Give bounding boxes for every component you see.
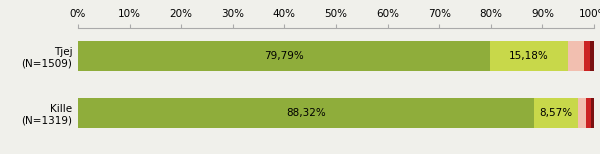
Bar [78,41,490,71]
Bar [578,98,586,128]
Bar [568,41,584,71]
Text: 88,32%: 88,32% [286,108,326,118]
Text: 15,18%: 15,18% [509,51,549,61]
Bar [590,41,594,71]
Bar [78,98,534,128]
Bar [584,41,590,71]
Text: 8,57%: 8,57% [539,108,572,118]
Bar [490,41,568,71]
Bar [591,98,594,128]
Text: 79,79%: 79,79% [264,51,304,61]
Bar [586,98,591,128]
Bar [534,98,578,128]
